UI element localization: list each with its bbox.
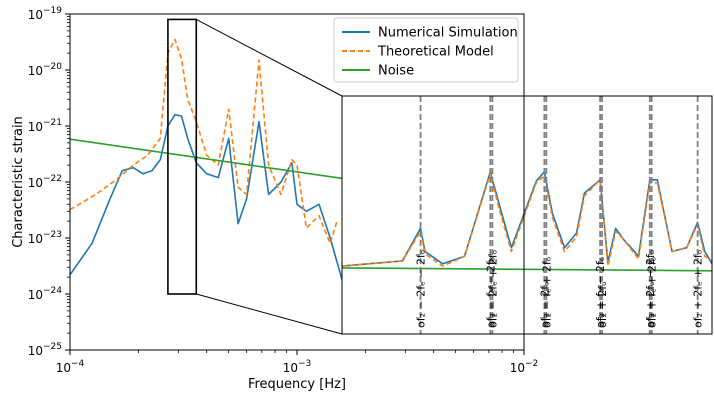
legend-label: Noise [378, 64, 414, 79]
zoom-connector-top [196, 18, 343, 97]
inset-vline-label: of₂ + 2fₒ [596, 281, 609, 328]
y-tick-label: 10−24 [28, 286, 63, 302]
x-tick-label: 10−4 [56, 359, 85, 375]
y-tick-label: 10−19 [28, 6, 63, 22]
legend-box [333, 17, 519, 83]
zoom-connector-bottom [196, 293, 343, 335]
main-plot-series [70, 38, 371, 324]
inset-frame [341, 95, 713, 335]
inset-vline-label: of₂ + fₑ + 2fₒ [646, 257, 659, 328]
zoom-rectangle [167, 18, 198, 295]
zoom-region [167, 18, 343, 335]
y-tick-label: 10−22 [28, 174, 62, 190]
y-tick-label: 10−21 [28, 118, 62, 134]
inset-vline-label: of₂ − fₑ + 2fₒ [540, 257, 553, 328]
y-axis-label: Characteristic strain [11, 116, 26, 248]
inset-vline-label: of₂ − 2fₑ − 2fₒ [415, 250, 428, 328]
inset-vline-label: of₂ − fₑ − 2fₒ [484, 257, 497, 328]
legend-label: Numerical Simulation [378, 26, 518, 41]
y-tick-label: 10−23 [28, 230, 62, 246]
y-tick-label: 10−20 [28, 62, 63, 78]
inset-series [342, 96, 712, 334]
x-tick-label: 10−3 [283, 359, 312, 375]
inset-vline-label: of₂ − 2fₒ [538, 281, 551, 328]
inset-series-theoretical-model [342, 173, 712, 267]
inset-vline-label: of₂ − 2fₑ + 2fₒ [486, 250, 499, 328]
inset-vline-label: of₂ + 2fₑ + 2fₒ [692, 250, 705, 328]
legend-label: Theoretical Model [377, 45, 494, 60]
inset-vline-label: of₂ + fₑ − 2fₒ [594, 257, 607, 328]
y-tick-label: 10−25 [28, 342, 62, 358]
inset-vline-label: of₂ + 2fₑ − 2fₒ [644, 250, 657, 328]
x-axis-label: Frequency [Hz] [248, 377, 346, 392]
main-axes: 10−4 10−3 10−2 10−25 10−24 10−23 10−22 10−21 10−… [28, 6, 539, 375]
series-numerical-simulation [70, 113, 371, 324]
legend: Numerical Simulation Theoretical Model Noi… [333, 17, 519, 83]
series-noise [70, 138, 344, 180]
x-tick-label: 10−2 [510, 359, 539, 375]
series-theoretical-model [70, 38, 338, 245]
